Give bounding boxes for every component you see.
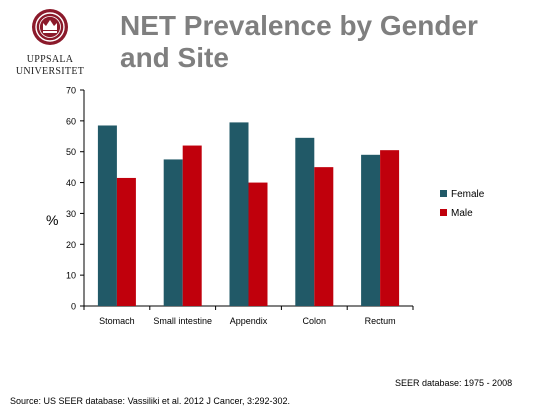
y-tick-label: 60 <box>66 116 76 126</box>
university-logo: UPPSALA UNIVERSITET <box>10 8 90 80</box>
slide-title: NET Prevalence by Gender and Site <box>120 10 520 74</box>
seer-database-note: SEER database: 1975 - 2008 <box>395 378 513 388</box>
logo-line-2: UNIVERSITET <box>15 66 85 77</box>
title-line-1: NET Prevalence by Gender <box>120 10 478 41</box>
y-tick-label: 0 <box>71 302 76 312</box>
source-citation: Source: US SEER database: Vassiliki et a… <box>10 396 290 406</box>
bar-female-appendix <box>229 122 249 307</box>
y-tick-label: 20 <box>66 240 76 250</box>
university-name: UPPSALA UNIVERSITET <box>10 54 90 78</box>
y-tick-label: 50 <box>66 147 76 157</box>
x-tick-label: Small intestine <box>153 316 212 326</box>
bar-male-appendix <box>248 182 268 306</box>
legend-label-female: Female <box>451 189 485 200</box>
bar-female-rectum <box>361 154 381 306</box>
bar-male-small-intestine <box>182 145 202 306</box>
bar-female-colon <box>295 137 315 306</box>
x-tick-label: Rectum <box>365 316 396 326</box>
y-tick-label: 70 <box>66 86 76 96</box>
bar-male-rectum <box>380 150 400 306</box>
bar-female-small-intestine <box>163 159 183 306</box>
title-line-2: and Site <box>120 42 229 73</box>
y-axis-label: % <box>46 212 58 228</box>
y-tick-label: 10 <box>66 271 76 281</box>
university-seal-icon <box>32 9 68 45</box>
bar-female-stomach <box>97 125 117 306</box>
y-tick-label: 40 <box>66 178 76 188</box>
x-tick-label: Colon <box>303 316 327 326</box>
legend-swatch-male <box>440 209 447 216</box>
x-tick-label: Appendix <box>230 316 268 326</box>
legend-label-male: Male <box>451 208 473 219</box>
logo-line-1: UPPSALA <box>26 54 74 65</box>
bar-male-colon <box>314 167 334 306</box>
x-tick-label: Stomach <box>99 316 135 326</box>
bar-male-stomach <box>116 177 136 306</box>
legend-swatch-female <box>440 190 447 197</box>
y-tick-label: 30 <box>66 209 76 219</box>
